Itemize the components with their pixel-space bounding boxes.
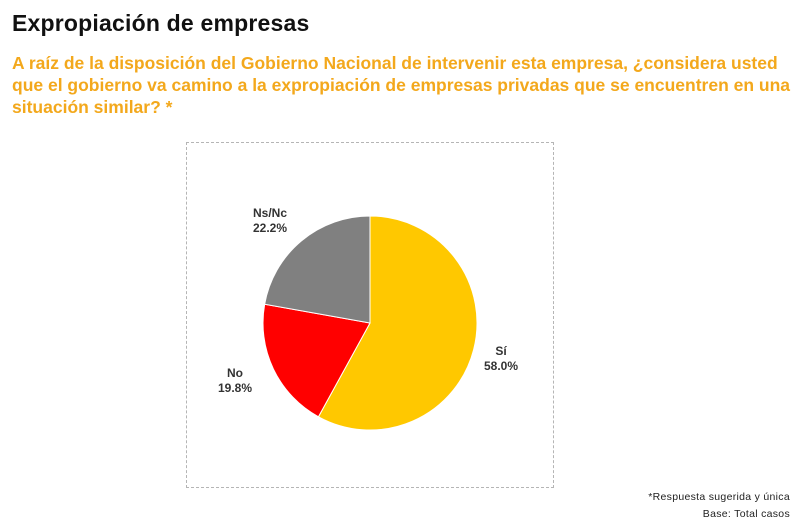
pie-slice-s [317, 215, 478, 431]
page-title: Expropiación de empresas [12, 10, 310, 36]
survey-question: A raíz de la disposición del Gobierno Na… [12, 53, 791, 117]
slice-value-s: 58.0% [484, 359, 518, 373]
slice-value-ns-nc: 22.2% [253, 221, 287, 235]
slice-label-ns-nc: Ns/Nc [253, 206, 287, 220]
slice-value-no: 19.8% [218, 381, 252, 395]
footnote-base: Base: Total casos [702, 508, 790, 520]
footnote-response-type: *Respuesta sugerida y única [648, 491, 790, 503]
pie-chart-frame: Sí 58.0% No 19.8% Ns/Nc 22.2% [186, 142, 554, 488]
pie-slice-no [262, 303, 371, 418]
pie-slice-ns-nc [264, 215, 371, 324]
slice-label-s: Sí [495, 344, 507, 358]
slice-label-no: No [227, 366, 243, 380]
